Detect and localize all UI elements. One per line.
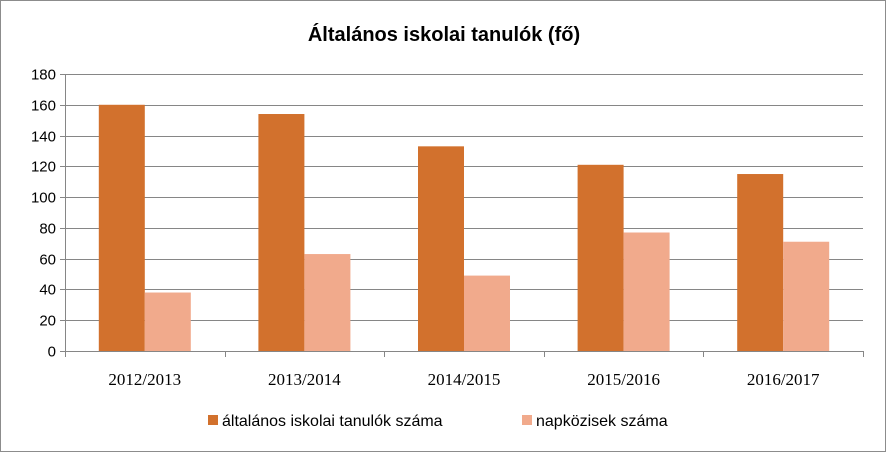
y-tick-label: 140 xyxy=(31,129,56,146)
bar-series-2-2012-2013 xyxy=(144,292,191,351)
bars xyxy=(98,104,830,352)
legend-label-2: napközisek száma xyxy=(536,413,668,430)
y-tick-label: 80 xyxy=(39,221,56,238)
x-tick-label: 2013/2014 xyxy=(268,370,341,389)
bar-series-2-2015-2016 xyxy=(623,232,670,351)
bar-series-2-2014-2015 xyxy=(464,275,510,351)
bar-series-2-2013-2014 xyxy=(304,254,351,351)
y-tick-label: 40 xyxy=(39,282,56,299)
chart-title: Általános iskolai tanulók (fő) xyxy=(308,23,580,46)
y-tick-label: 0 xyxy=(48,344,56,361)
y-tick-label: 160 xyxy=(31,98,56,115)
y-tick-label: 120 xyxy=(31,159,56,176)
axes: 0 20 40 60 80 100 120 140 160 180 2012/2013 2013/20… xyxy=(31,67,864,389)
bar-series-1-2016-2017 xyxy=(737,174,784,351)
y-tick-label: 60 xyxy=(39,252,56,269)
y-tick-label: 180 xyxy=(31,67,56,84)
x-tick-label: 2016/2017 xyxy=(747,370,820,389)
bar-series-1-2014-2015 xyxy=(418,146,464,351)
legend-label-1: általános iskolai tanulók száma xyxy=(222,413,443,430)
bar-series-1-2012-2013 xyxy=(98,104,145,352)
x-tick-label: 2015/2016 xyxy=(587,370,660,389)
legend-swatch-1 xyxy=(208,415,218,425)
y-tick-label: 100 xyxy=(31,190,56,207)
legend: általános iskolai tanulók száma napközise… xyxy=(208,413,668,430)
bar-series-2-2016-2017 xyxy=(783,241,830,351)
legend-swatch-2 xyxy=(522,415,532,425)
y-tick-label: 20 xyxy=(39,313,56,330)
bar-series-1-2013-2014 xyxy=(258,114,305,351)
bar-series-1-2015-2016 xyxy=(577,164,624,351)
x-tick-label: 2012/2013 xyxy=(108,370,181,389)
x-tick-label: 2014/2015 xyxy=(428,370,501,389)
